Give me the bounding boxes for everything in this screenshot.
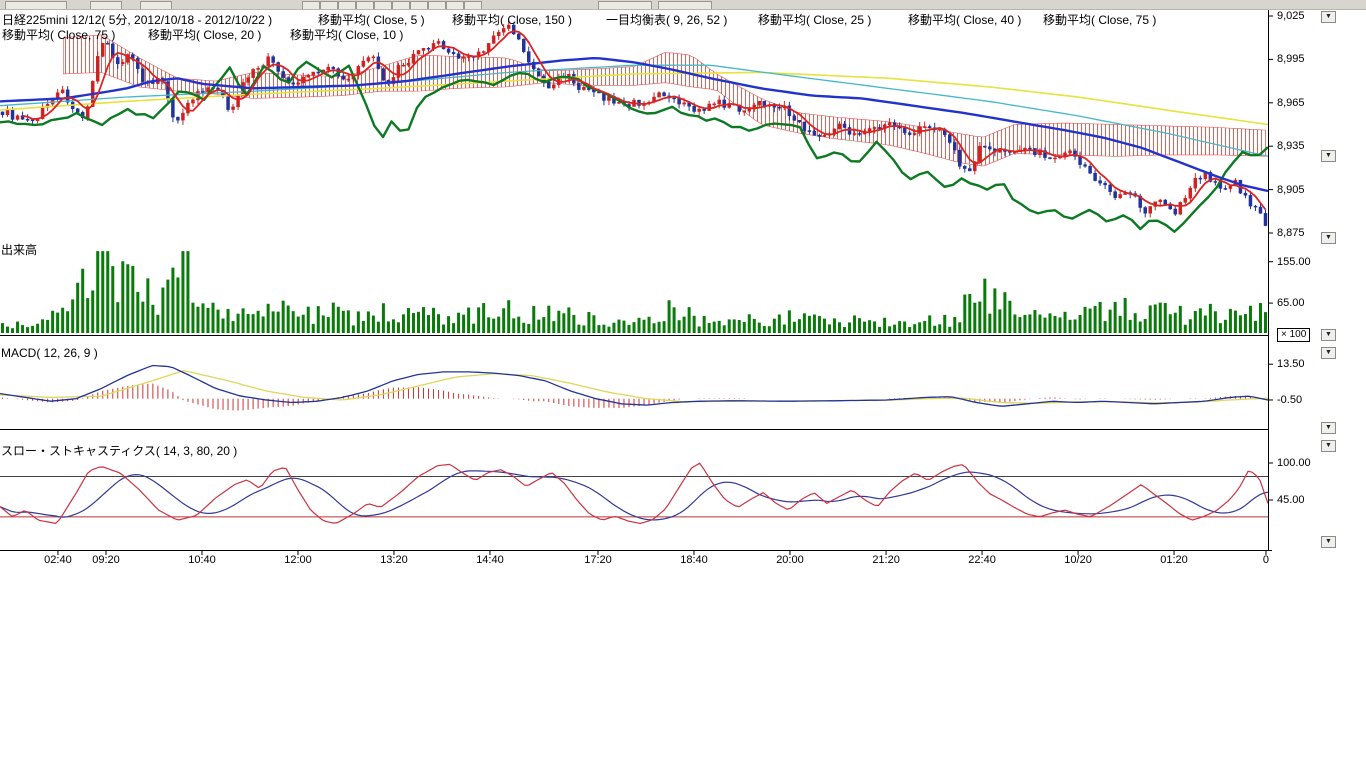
indicator-label-ma20: 移動平均( Close, 20 ): [148, 28, 262, 42]
indicator-label-ma5: 移動平均( Close, 5 ): [318, 13, 425, 27]
axis-scroll-button[interactable]: ▼: [1321, 232, 1336, 244]
axis-scroll-button[interactable]: ▼: [1321, 440, 1336, 452]
indicator-label-ma150: 移動平均( Close, 150 ): [452, 13, 573, 27]
toolbar-button-fragment[interactable]: [338, 1, 356, 9]
toolbar-button-fragment[interactable]: [374, 1, 392, 9]
toolbar-button-fragment[interactable]: [320, 1, 338, 9]
toolbar-button-fragment[interactable]: [302, 1, 320, 9]
volume-bars: [1, 251, 1267, 333]
stochastics-plot: [0, 462, 1269, 525]
toolbar-button-fragment[interactable]: [428, 1, 446, 9]
toolbar-button-fragment[interactable]: [90, 1, 122, 9]
axis-scroll-button[interactable]: ▼: [1321, 11, 1336, 23]
toolbar-button-fragment[interactable]: [410, 1, 428, 9]
toolbar-button-fragment[interactable]: [446, 1, 464, 9]
ichimoku-cloud: [63, 34, 1266, 167]
indicator-label-ma75-2: 移動平均( Close, 75 ): [2, 28, 116, 42]
moving-average-lines: [0, 30, 1269, 233]
toolbar-fragment: [0, 0, 1366, 10]
chart-title: 日経225mini 12/12( 5分, 2012/10/18 - 2012/1…: [2, 13, 273, 27]
macd-plot: [0, 364, 1269, 411]
toolbar-button-fragment[interactable]: [392, 1, 410, 9]
toolbar-button-fragment[interactable]: [464, 1, 482, 9]
axis-scroll-button[interactable]: ▼: [1321, 150, 1336, 162]
indicator-label-ma25: 移動平均( Close, 25 ): [758, 13, 872, 27]
indicator-label-ma75: 移動平均( Close, 75 ): [1043, 13, 1157, 27]
macd-panel-label: MACD( 12, 26, 9 ): [1, 346, 98, 360]
indicator-label-ma10: 移動平均( Close, 10 ): [290, 28, 404, 42]
stoch-panel-label: スロー・ストキャスティクス( 14, 3, 80, 20 ): [1, 444, 238, 458]
axis-scroll-button[interactable]: ▼: [1321, 536, 1336, 548]
toolbar-button-fragment[interactable]: [598, 1, 652, 9]
axis-scroll-button[interactable]: ▼: [1321, 347, 1336, 359]
toolbar-button-fragment[interactable]: [658, 1, 712, 9]
chart-frame: [0, 10, 1273, 555]
indicator-label-ichimoku: 一目均衡表( 9, 26, 52 ): [606, 13, 728, 27]
toolbar-button-fragment[interactable]: [5, 1, 67, 9]
toolbar-button-fragment[interactable]: [356, 1, 374, 9]
volume-panel-label: 出来高: [1, 243, 38, 257]
axis-scroll-button[interactable]: ▼: [1321, 329, 1336, 341]
toolbar-button-fragment[interactable]: [140, 1, 172, 9]
axis-scroll-button[interactable]: ▼: [1321, 422, 1336, 434]
volume-multiplier-badge: × 100: [1277, 328, 1311, 342]
chart-canvas[interactable]: [0, 0, 1366, 570]
indicator-label-ma40: 移動平均( Close, 40 ): [908, 13, 1022, 27]
